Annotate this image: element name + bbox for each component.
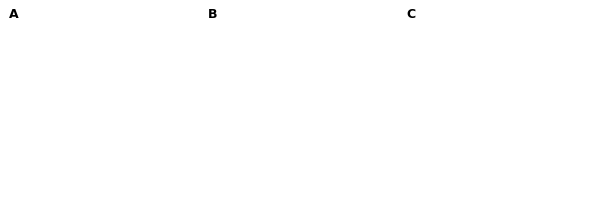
Text: B: B bbox=[208, 8, 218, 21]
Text: C: C bbox=[407, 8, 416, 21]
Text: A: A bbox=[9, 8, 19, 21]
